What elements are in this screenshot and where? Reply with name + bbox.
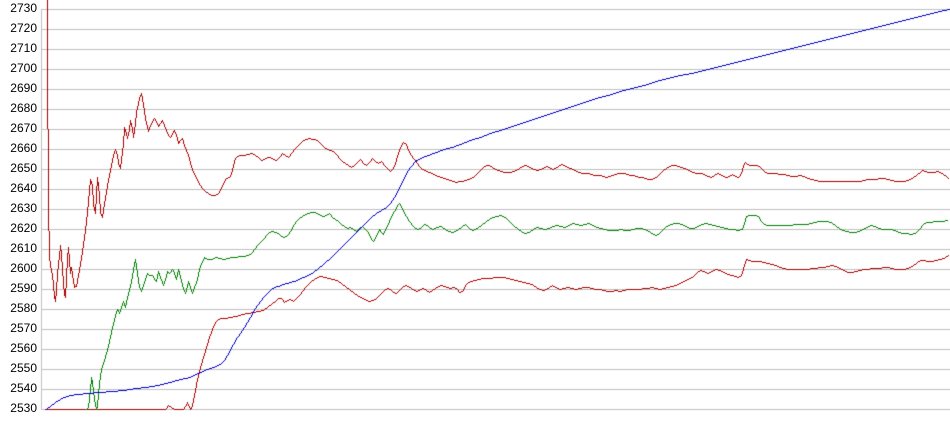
y-tick-label: 2560 [10, 341, 37, 355]
y-tick-label: 2630 [10, 201, 37, 215]
y-tick-label: 2710 [10, 41, 37, 55]
y-tick-label: 2590 [10, 281, 37, 295]
y-tick-label: 2610 [10, 241, 37, 255]
y-tick-label: 2570 [10, 321, 37, 335]
y-tick-label: 2600 [10, 261, 37, 275]
y-tick-label: 2730 [10, 1, 37, 15]
y-tick-label: 2670 [10, 121, 37, 135]
y-tick-label: 2540 [10, 381, 37, 395]
y-tick-label: 2660 [10, 141, 37, 155]
y-tick-label: 2690 [10, 81, 37, 95]
y-tick-label: 2550 [10, 361, 37, 375]
y-tick-label: 2580 [10, 301, 37, 315]
y-tick-label: 2620 [10, 221, 37, 235]
y-tick-label: 2720 [10, 21, 37, 35]
y-tick-label: 2700 [10, 61, 37, 75]
y-tick-label: 2680 [10, 101, 37, 115]
y-tick-label: 2530 [10, 401, 37, 415]
y-tick-label: 2650 [10, 161, 37, 175]
y-tick-label: 2640 [10, 181, 37, 195]
